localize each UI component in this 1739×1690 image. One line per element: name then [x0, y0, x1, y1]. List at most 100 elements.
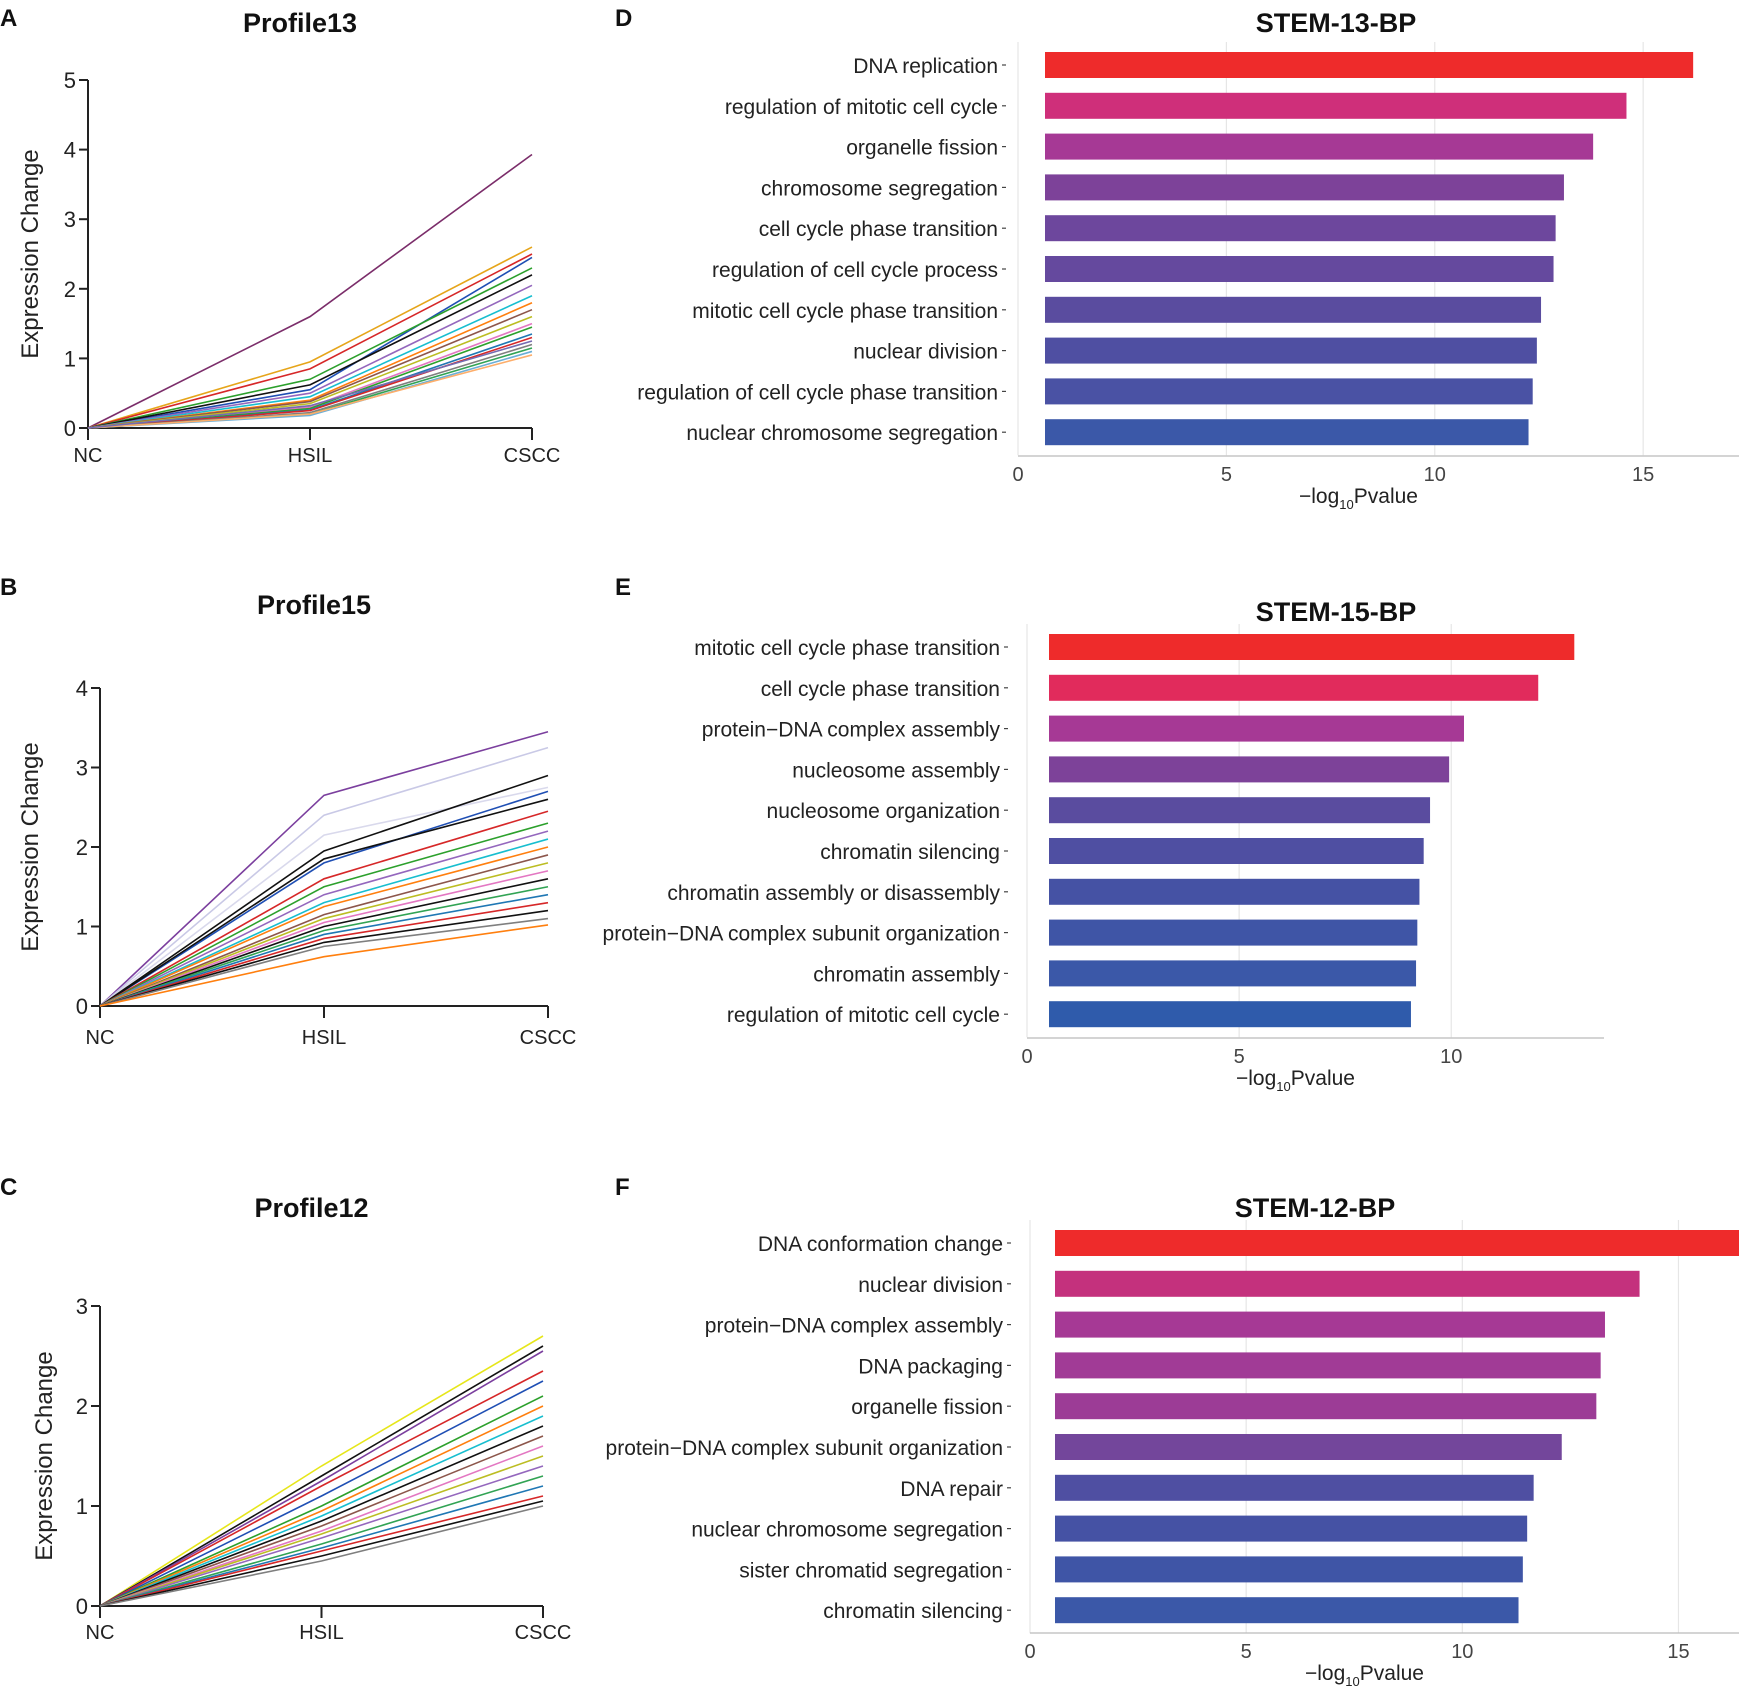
y-axis-label: Expression Change: [17, 149, 44, 358]
panel-letter-c: C: [0, 1174, 17, 1201]
bar: [1049, 838, 1424, 864]
y-tick-label: 2: [64, 277, 76, 302]
bar: [1045, 92, 1627, 119]
bar: [1055, 1556, 1523, 1583]
bar: [1049, 674, 1539, 701]
x-tick-label: 5: [1241, 1641, 1252, 1663]
series-line: [99, 798, 549, 1007]
series-line: [87, 284, 533, 429]
category-label: chromosome segregation: [761, 177, 998, 200]
chart-title: Profile13: [243, 8, 357, 38]
y-tick-label: 1: [76, 915, 88, 940]
y-tick-label: 2: [76, 1394, 88, 1419]
bar: [1045, 337, 1537, 364]
y-tick-label: 5: [64, 68, 76, 93]
series-line: [99, 774, 549, 1007]
series-line: [87, 340, 533, 429]
x-axis-label: −log10Pvalue: [1236, 1067, 1355, 1094]
category-label: nuclear division: [858, 1274, 1003, 1297]
series-line: [99, 1370, 544, 1607]
series-line: [87, 354, 533, 429]
series-line: [99, 846, 549, 1007]
x-tick-label: HSIL: [288, 445, 332, 467]
series-line: [87, 274, 533, 429]
series-line: [99, 878, 549, 1007]
series-line: [99, 1455, 544, 1607]
series-line: [99, 1485, 544, 1607]
series-line: [99, 1415, 544, 1607]
chart-a: Profile13 0 1 2 3 4 5 NC HSIL CSCC Expression Chan…: [17, 8, 560, 467]
chart-title: Profile12: [254, 1193, 368, 1223]
category-label: nucleosome assembly: [792, 759, 1000, 782]
y-tick-label: 1: [76, 1494, 88, 1519]
category-label: DNA repair: [900, 1478, 1003, 1501]
category-label: organelle fission: [851, 1396, 1003, 1419]
x-axis-label-suffix: Pvalue: [1360, 1662, 1424, 1685]
series-line: [99, 885, 549, 1007]
bar: [1049, 797, 1431, 824]
bar: [1055, 1474, 1534, 1501]
series-line: [99, 1335, 544, 1607]
x-axis-label-subscript: 10: [1276, 1079, 1290, 1094]
x-tick-label: 15: [1667, 1641, 1689, 1663]
category-label: chromatin silencing: [823, 1600, 1003, 1623]
panel-letters: A B C D E F: [0, 5, 632, 1201]
bar: [1045, 256, 1554, 282]
bar: [1049, 756, 1450, 783]
panel-letter-f: F: [615, 1174, 630, 1201]
x-axis-label: −log10Pvalue: [1305, 1662, 1424, 1689]
y-tick-label: 3: [76, 1294, 88, 1319]
bar: [1049, 919, 1418, 946]
chart-title: STEM-13-BP: [1256, 8, 1417, 38]
category-label: cell cycle phase transition: [759, 218, 998, 241]
chart-title: Profile15: [257, 590, 371, 620]
series-line: [99, 909, 549, 1007]
chart-title: STEM-12-BP: [1235, 1193, 1396, 1223]
bar: [1045, 215, 1556, 242]
chart-title: STEM-15-BP: [1256, 597, 1417, 627]
y-tick-label: 0: [76, 994, 88, 1019]
x-tick-label: CSCC: [504, 445, 561, 467]
series-line: [99, 854, 549, 1007]
category-label: sister chromatid segregation: [739, 1559, 1003, 1582]
series-line: [99, 810, 549, 1007]
category-label: mitotic cell cycle phase transition: [694, 637, 1000, 660]
series-line: [99, 1380, 544, 1607]
y-tick-label: 0: [76, 1594, 88, 1619]
x-tick-label: HSIL: [302, 1027, 346, 1049]
category-label: protein−DNA complex subunit organization: [603, 923, 1000, 946]
series-line: [99, 893, 549, 1007]
category-label: protein−DNA complex assembly: [702, 719, 1001, 742]
category-label: mitotic cell cycle phase transition: [692, 300, 998, 323]
series-line: [99, 1505, 544, 1607]
x-tick-label: CSCC: [520, 1027, 577, 1049]
category-label: protein−DNA complex subunit organization: [606, 1437, 1003, 1460]
chart-e: STEM-15-BP mitotic cell cycle phase trans…: [603, 597, 1604, 1094]
category-label: nucleosome organization: [767, 800, 1000, 823]
y-tick-label: 0: [64, 416, 76, 441]
x-tick-label: 0: [1024, 1641, 1035, 1663]
series-line: [99, 1495, 544, 1607]
series-line: [99, 1405, 544, 1607]
category-label: nuclear chromosome segregation: [691, 1519, 1003, 1542]
series-line: [99, 822, 549, 1007]
category-label: DNA replication: [853, 55, 998, 78]
series-line: [99, 1445, 544, 1607]
x-tick-label: NC: [86, 1622, 115, 1644]
series-line: [99, 1475, 544, 1607]
series-line: [87, 246, 533, 429]
panel-letter-d: D: [615, 5, 632, 32]
x-tick-label: 10: [1424, 464, 1446, 486]
category-label: DNA packaging: [858, 1355, 1003, 1378]
series-line: [87, 256, 533, 429]
bar: [1055, 1352, 1601, 1379]
series-line: [99, 862, 549, 1007]
x-axis-label-suffix: Pvalue: [1291, 1067, 1355, 1090]
chart-c: Profile12 0 1 2 3 NC HSIL CSCC Expression Change: [31, 1193, 571, 1644]
series-line: [99, 1500, 544, 1607]
panel-letter-a: A: [0, 5, 17, 32]
category-label: chromatin silencing: [820, 841, 1000, 864]
category-label: protein−DNA complex assembly: [705, 1315, 1004, 1338]
bar: [1055, 1270, 1640, 1297]
y-tick-label: 3: [64, 207, 76, 232]
